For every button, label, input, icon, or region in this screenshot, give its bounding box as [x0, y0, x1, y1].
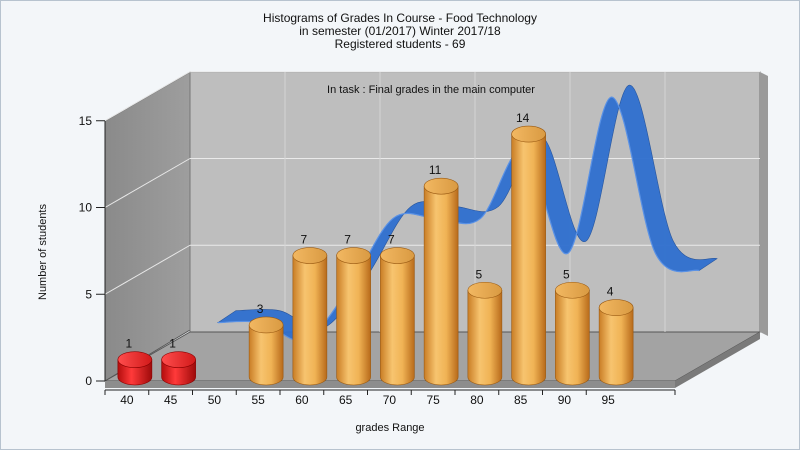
chart-title-line-1: Histograms of Grades In Course - Food Te… [263, 11, 537, 25]
data-label: 1 [126, 337, 133, 351]
data-label: 5 [476, 267, 483, 281]
bar-top-80 [467, 281, 503, 299]
y-axis: 0 5 10 15 [79, 114, 106, 388]
bar-95 [598, 307, 634, 386]
x-tick-label: 65 [339, 393, 353, 407]
back-wall-edge [760, 72, 768, 336]
y-tick-label: 15 [79, 114, 93, 128]
data-label: 14 [516, 111, 530, 125]
x-axis-title: grades Range [355, 422, 424, 434]
bar-90 [555, 289, 590, 386]
gridlines [104, 71, 760, 332]
x-tick-label: 40 [120, 393, 134, 407]
x-tick-label: 45 [164, 393, 178, 407]
data-label: 1 [169, 337, 176, 351]
data-label: 5 [563, 267, 570, 281]
bar-85 [511, 133, 546, 386]
data-label: 3 [257, 302, 264, 316]
x-tick-label: 80 [470, 393, 484, 407]
data-label: 7 [344, 233, 351, 247]
left-wall [104, 71, 191, 382]
bar-top-55 [248, 316, 284, 334]
x-tick-label: 60 [295, 393, 309, 407]
bar-top-65 [336, 247, 371, 264]
y-tick-label: 5 [85, 287, 92, 301]
gridline-left-wall [104, 244, 191, 295]
bar-80 [467, 289, 503, 386]
bar-top-60 [292, 247, 328, 264]
bar-top-95 [598, 299, 634, 316]
y-axis-title: Number of students [37, 204, 49, 300]
y-tick-label: 10 [79, 201, 93, 215]
bar-top-85 [511, 125, 546, 143]
bar-top-45 [161, 351, 196, 368]
x-tick-label: 75 [426, 393, 440, 407]
bar-top-90 [555, 281, 590, 299]
bar-55 [248, 324, 284, 386]
bar-75 [423, 185, 459, 386]
bar-70 [380, 255, 415, 386]
bar-top-40 [117, 351, 153, 368]
data-label: 11 [429, 163, 442, 177]
data-label: 4 [607, 285, 614, 299]
chart-title-line-2: in semester (01/2017) Winter 2017/18 [299, 24, 501, 38]
bar-top-70 [380, 247, 415, 264]
x-tick-label: 85 [514, 393, 528, 407]
chart-title-line-3: Registered students - 69 [335, 37, 466, 51]
x-axis: 40 45 50 55 60 65 70 75 80 85 90 95 [104, 389, 676, 407]
x-tick-label: 95 [601, 393, 615, 407]
gridline-left-wall [104, 158, 191, 208]
bar-65 [336, 255, 371, 386]
gridline-left-wall [104, 71, 191, 122]
y-tick-label: 0 [85, 374, 92, 388]
x-tick-label: 70 [383, 393, 397, 407]
annotation-text: In task : Final grades in the main compu… [327, 84, 535, 96]
data-label: 7 [301, 233, 308, 247]
floor-edge-side [675, 332, 760, 388]
x-tick-label: 50 [208, 393, 222, 407]
data-label: 7 [388, 233, 395, 247]
bar-60 [292, 255, 328, 386]
x-tick-label: 55 [251, 393, 265, 407]
bar-top-75 [423, 177, 459, 195]
x-tick-label: 90 [558, 393, 572, 407]
